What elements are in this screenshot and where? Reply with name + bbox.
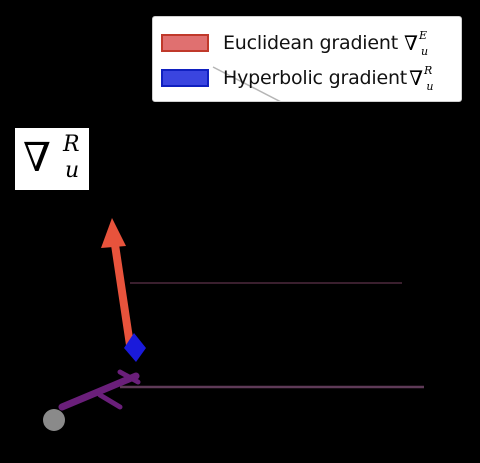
nabla-subscript: u [65, 158, 80, 183]
projection-path-tail [97, 392, 123, 410]
euclidean-math: ∇Eu [403, 28, 429, 58]
hyperbolic-gradient-label: ∇ R u [15, 128, 89, 190]
projection-path [58, 372, 140, 411]
legend-background-line [212, 66, 281, 101]
euclidean-swatch [161, 34, 209, 52]
hyperbolic-swatch [161, 69, 209, 87]
nabla-symbol: ∇ [23, 135, 51, 181]
hyperbolic-gradient-arrow-icon [124, 333, 146, 362]
euclidean-gradient-arrow-up-icon [101, 218, 126, 248]
legend-item-hyperbolic: Hyperbolic gradient ∇Ru [161, 61, 433, 95]
legend-label-hyperbolic: Hyperbolic gradient [223, 67, 408, 89]
legend-item-euclidean: Euclidean gradient ∇Eu [161, 26, 428, 60]
projection-path-head [117, 369, 141, 385]
legend-label-euclidean: Euclidean gradient [223, 32, 398, 54]
nabla-superscript: R [63, 132, 80, 157]
origin-point-icon [43, 409, 65, 431]
legend: Euclidean gradient ∇Eu Hyperbolic gradie… [152, 16, 462, 102]
hyperbolic-math: ∇Ru [409, 63, 434, 93]
euclidean-gradient-shaft [110, 234, 134, 349]
